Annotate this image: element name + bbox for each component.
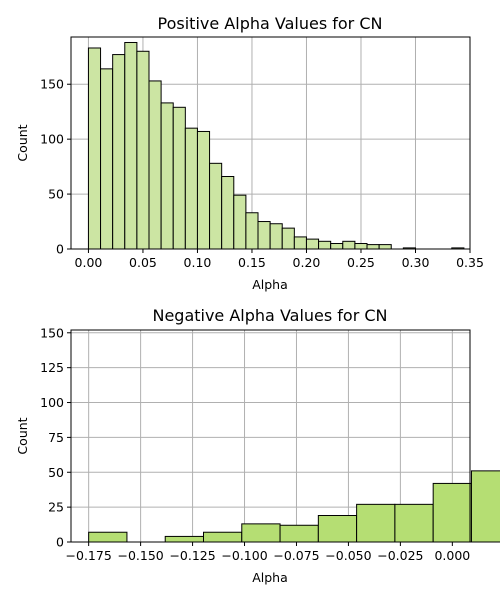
x-tick-label: −0.075 [273,548,319,563]
histogram-bar [356,503,396,543]
y-axis-ticks: 0 25 50 75 100 125 150 [40,325,71,550]
y-tick-label: 0 [56,535,64,550]
histogram-bar [281,227,295,250]
histogram-bar [354,243,368,250]
positive-alpha-chart: Positive Alpha Values for CN 0.00 0.05 0.1… [15,14,484,292]
negative-alpha-chart: Negative Alpha Values for CN −0.175 −0.15… [15,306,500,585]
histogram-bar [269,223,283,250]
histogram-bar [184,127,198,250]
histogram-bar [257,221,271,250]
x-tick-label: −0.150 [117,548,163,563]
y-tick-label: 25 [48,500,64,515]
histogram-bar [318,240,332,250]
histogram-bar [136,50,150,250]
histogram-bar [160,102,174,250]
x-tick-label: −0.125 [169,548,215,563]
histogram-bar [279,524,319,543]
histogram-bar [87,47,102,250]
histogram-bar [305,238,320,250]
histogram-bar [148,80,162,250]
histogram-bar [470,470,500,543]
y-axis-label: Count [15,417,30,454]
y-tick-label: 75 [48,430,64,445]
y-tick-label: 150 [40,77,64,92]
x-tick-label: 0.25 [347,255,375,270]
grid-lines [71,330,470,543]
y-axis-ticks: 0 50 100 150 [40,77,71,257]
x-tick-label: −0.050 [325,548,371,563]
x-axis-ticks: 0.00 0.05 0.10 0.15 0.20 0.25 0.30 0.35 [75,249,484,270]
histogram-bars [88,470,500,543]
histogram-bars [87,41,465,250]
histogram-bar [342,240,356,250]
histogram-bar [203,531,243,543]
histogram-bar [221,176,235,250]
histogram-bar [330,243,344,250]
x-tick-label: 0.10 [184,255,212,270]
histogram-bar [245,212,259,250]
x-tick-label: −0.025 [377,548,423,563]
x-tick-label: 0.15 [238,255,266,270]
plot-frame [70,329,471,543]
x-tick-label: 0.20 [293,255,321,270]
x-axis-label: Alpha [252,277,288,292]
y-tick-label: 150 [40,325,64,340]
chart-title: Positive Alpha Values for CN [158,14,383,33]
histogram-bar [233,194,247,250]
x-tick-label: 0.000 [434,548,470,563]
histogram-bar [378,244,392,250]
x-axis-label: Alpha [252,570,288,585]
histogram-bar [124,41,138,250]
histogram-bar [112,54,126,250]
chart-title: Negative Alpha Values for CN [152,306,387,325]
histogram-bar [164,535,205,543]
y-tick-label: 0 [56,242,64,257]
histogram-bar [172,106,186,250]
x-tick-label: −0.100 [221,548,267,563]
histogram-bar [394,503,434,543]
x-tick-label: 0.30 [402,255,430,270]
histogram-bar [317,515,358,543]
histogram-bar [196,130,211,250]
x-tick-label: −0.175 [66,548,112,563]
plot-frame [70,36,471,250]
histogram-bar [209,162,223,250]
y-tick-label: 50 [48,465,64,480]
histogram-bar [100,68,114,250]
y-tick-label: 100 [40,132,64,147]
x-tick-label: 0.35 [456,255,484,270]
x-tick-label: 0.05 [129,255,157,270]
histogram-bar [432,482,472,543]
histogram-bar [293,236,307,250]
x-axis-ticks: −0.175 −0.150 −0.125 −0.100 −0.075 −0.050 −0.0… [66,542,470,563]
y-tick-label: 50 [48,187,64,202]
histogram-bar [88,531,128,543]
histogram-bar [366,244,380,250]
y-axis-label: Count [15,124,30,161]
x-tick-label: 0.00 [75,255,103,270]
y-tick-label: 100 [40,395,64,410]
histogram-bar [241,523,281,543]
y-tick-label: 125 [40,360,64,375]
